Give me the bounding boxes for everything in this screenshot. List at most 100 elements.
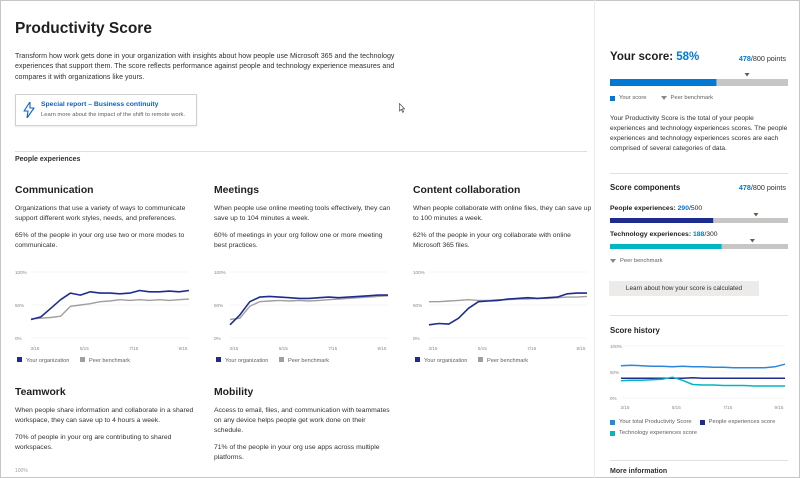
history-line-people-score <box>621 376 785 379</box>
learn-score-calculation-button[interactable]: Learn about how your score is calculated <box>609 281 759 296</box>
score-points-value: 478 <box>738 54 751 63</box>
legend-label-peer-benchmark: Peer benchmark <box>487 358 528 364</box>
lightning-icon <box>23 102 35 118</box>
legend-your-score: Your score <box>619 95 647 101</box>
legend-technology-score: Technology experiences score <box>619 430 697 436</box>
y-tick-label: 0% <box>214 336 221 341</box>
x-tick-label: 3/15 <box>230 346 239 351</box>
people-experiences-label[interactable]: People experiences: 290/500 <box>610 205 702 212</box>
x-tick-label: 7/15 <box>129 346 138 351</box>
x-tick-label: 7/15 <box>723 405 732 410</box>
score-components-title: Score components <box>610 183 681 192</box>
score-panel: Your score: 58% 478/800 points Your scor… <box>594 0 800 478</box>
series-line-your-organization <box>30 289 190 321</box>
total-score-swatch <box>610 419 615 425</box>
legend-label-your-organization: Your organization <box>424 358 467 364</box>
peer-benchmark-marker-icon <box>660 96 667 100</box>
peer-benchmark-marker-icon <box>610 259 616 263</box>
score-description: Your Productivity Score is the total of … <box>610 115 788 152</box>
x-tick-label: 9/15 <box>775 405 784 410</box>
legend-swatch-peer-benchmark <box>279 357 284 362</box>
card-stat: 65% of the people in your org use two or… <box>15 232 185 249</box>
card-title[interactable]: Content collaboration <box>413 185 521 196</box>
card-description: Organizations that use a variety of ways… <box>15 205 186 222</box>
card-meetings[interactable]: Meetings When people use online meeting … <box>214 185 394 251</box>
series-line-your-organization <box>428 292 587 326</box>
technology-experiences-bar <box>610 239 788 249</box>
meetings-chart-container: 100% 50% 0% 3/15 5/15 7/15 9/15 Your organizati… <box>212 264 392 375</box>
meetings-chart: 100% 50% 0% 3/15 5/15 7/15 9/15 Your organizati… <box>214 270 389 364</box>
intro-text: Transform how work gets done in your org… <box>15 52 395 81</box>
content-collaboration-chart: 100% 50% 0% 3/15 5/15 7/15 9/15 Your organizati… <box>413 270 588 364</box>
card-teamwork[interactable]: Teamwork When people share information a… <box>15 387 195 453</box>
x-tick-label: 3/15 <box>429 346 438 351</box>
panel-divider <box>610 315 788 316</box>
technology-experiences-value: 188 <box>692 231 705 238</box>
benchmark-marker-icon <box>744 73 750 77</box>
card-stat: 70% of people in your org are contributi… <box>15 434 172 451</box>
legend-swatch-your-organization <box>415 357 420 362</box>
technology-experiences-name[interactable]: Technology experiences: <box>610 231 692 238</box>
card-title[interactable]: Meetings <box>214 185 260 196</box>
y-tick-label: 100% <box>15 270 27 275</box>
y-tick-label: 100% <box>610 344 622 349</box>
score-components-points: 478/800 points <box>739 183 786 192</box>
x-tick-label: 5/15 <box>80 346 89 351</box>
card-title[interactable]: Teamwork <box>15 387 66 398</box>
communication-chart: 100% 50% 0% 3/15 5/15 7/15 9/15 Your organizati… <box>15 270 190 364</box>
x-tick-label: 5/15 <box>672 405 681 410</box>
technology-score-swatch <box>610 430 615 436</box>
legend-swatch-your-organization <box>17 357 22 362</box>
people-benchmark-marker-icon <box>753 213 759 217</box>
x-tick-label: 3/15 <box>621 405 630 410</box>
card-description: Access to email, files, and communicatio… <box>214 407 390 434</box>
y-tick-label: 0% <box>15 336 22 341</box>
card-stat: 71% of the people in your org use apps a… <box>214 444 380 461</box>
section-divider <box>15 151 587 152</box>
card-title[interactable]: Mobility <box>214 387 254 398</box>
x-tick-label: 5/15 <box>279 346 288 351</box>
x-tick-label: 9/15 <box>577 346 586 351</box>
special-report-subtitle: Learn more about the impact of the shift… <box>41 112 186 118</box>
people-experiences-name[interactable]: People experiences: <box>610 205 676 212</box>
x-tick-label: 7/15 <box>328 346 337 351</box>
special-report-title[interactable]: Special report – Business continuity <box>41 101 159 108</box>
more-information-title: More information <box>610 468 668 475</box>
people-experiences-value: 290 <box>677 205 689 212</box>
components-legend: Peer benchmark <box>610 258 663 264</box>
legend-people-score: People experiences score <box>708 419 776 425</box>
technology-experiences-label[interactable]: Technology experiences: 188/300 <box>610 231 718 238</box>
people-bar-fill <box>610 218 714 223</box>
page-title: Productivity Score <box>15 20 152 37</box>
legend-label-your-organization: Your organization <box>225 358 268 364</box>
your-score-heading: Your score: 58% <box>610 51 699 63</box>
teamwork-chart-axis-label: 100% <box>15 468 28 474</box>
x-tick-label: 7/15 <box>527 346 536 351</box>
people-score-swatch <box>699 419 705 425</box>
y-tick-label: 50% <box>15 303 24 308</box>
card-mobility[interactable]: Mobility Access to email, files, and com… <box>214 387 394 463</box>
x-tick-label: 5/15 <box>478 346 487 351</box>
legend-peer-benchmark: Peer benchmark <box>670 95 714 101</box>
score-history-chart: 100% 50% 0% 3/15 5/15 7/15 9/15 <box>610 344 786 410</box>
communication-chart-container: 100% 50% 0% 3/15 5/15 7/15 9/15 Your organizati… <box>13 264 193 375</box>
x-tick-label: 9/15 <box>179 346 188 351</box>
y-tick-label: 50% <box>214 303 223 308</box>
components-points-value: 478 <box>738 183 751 192</box>
card-description: When people share information and collab… <box>15 407 194 424</box>
card-content-collaboration[interactable]: Content collaboration When people collab… <box>413 185 593 251</box>
score-history-title: Score history <box>610 326 660 335</box>
score-bar-fill <box>610 79 717 86</box>
people-experiences-bar <box>610 213 788 223</box>
legend-label-your-organization: Your organization <box>26 358 69 364</box>
special-report-card[interactable]: Special report – Business continuity Lea… <box>15 94 197 126</box>
card-communication[interactable]: Communication Organizations that use a v… <box>15 185 195 251</box>
legend-label-peer-benchmark: Peer benchmark <box>288 358 329 364</box>
people-experiences-max: /500 <box>688 205 703 212</box>
panel-divider <box>610 460 788 461</box>
card-description: When people use online meeting tools eff… <box>214 205 391 222</box>
y-tick-label: 0% <box>610 396 617 401</box>
components-peer-benchmark: Peer benchmark <box>620 258 663 264</box>
card-title[interactable]: Communication <box>15 185 94 196</box>
card-stat: 62% of the people in your org collaborat… <box>413 232 571 249</box>
